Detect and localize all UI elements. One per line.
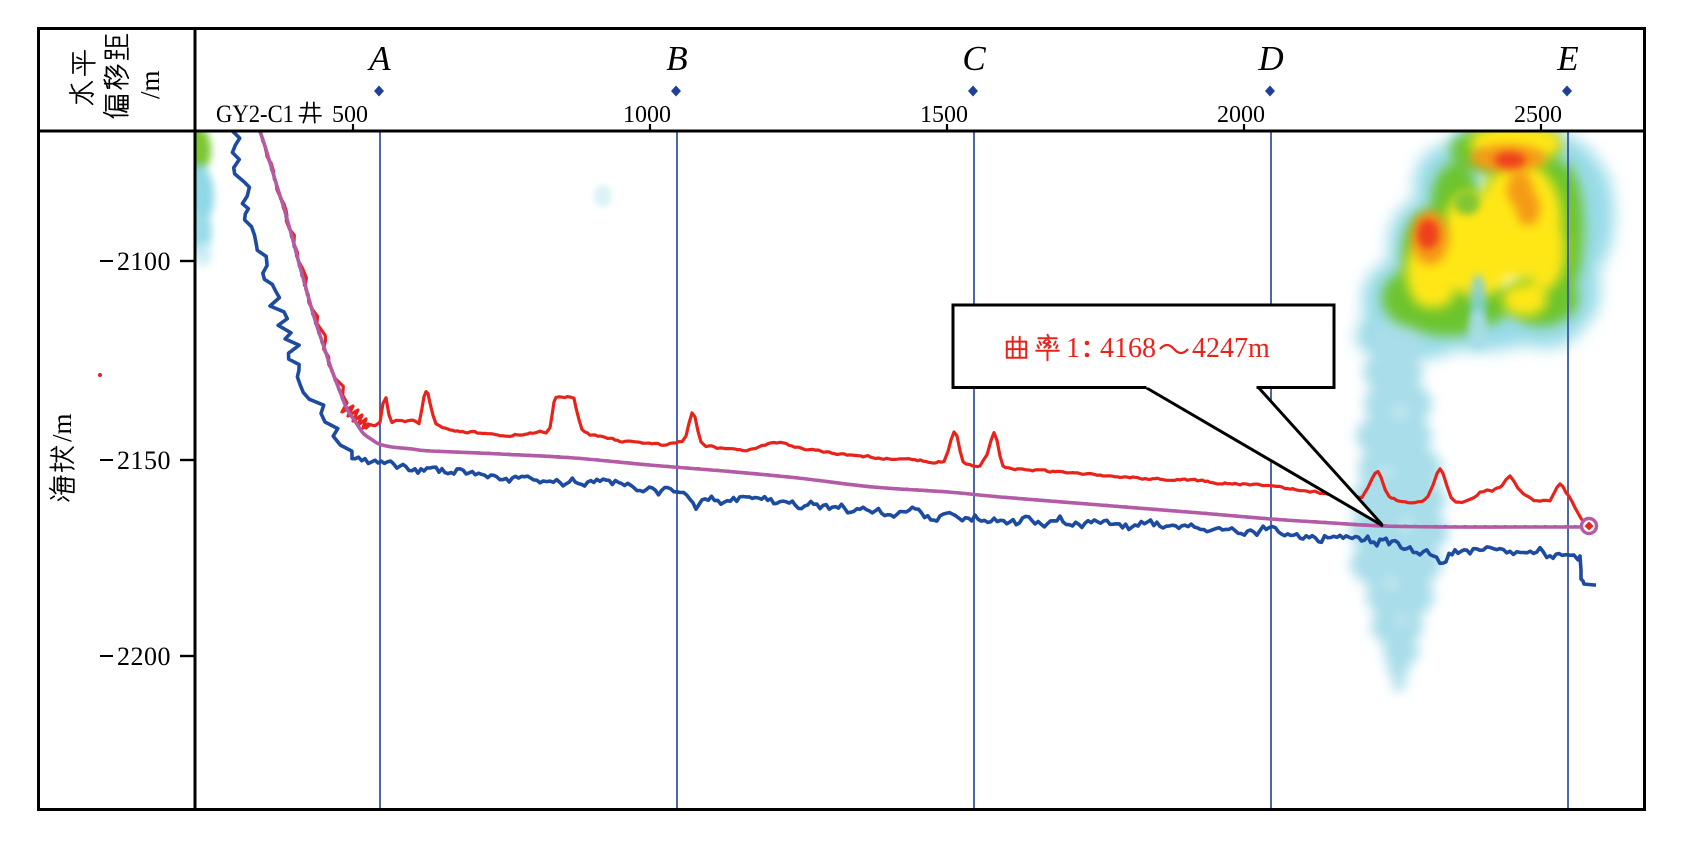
svg-text:D: D xyxy=(1257,39,1283,78)
svg-text:E: E xyxy=(1556,39,1578,78)
svg-text:/m: /m xyxy=(135,70,165,99)
svg-text:A: A xyxy=(367,39,391,78)
svg-text:B: B xyxy=(666,39,687,78)
svg-text:2200: 2200 xyxy=(117,642,171,671)
svg-text:GY2-C1: GY2-C1 xyxy=(216,101,294,128)
svg-text:2100: 2100 xyxy=(117,247,171,276)
svg-text:1: 1 xyxy=(1066,333,1080,364)
svg-text:2500: 2500 xyxy=(1514,102,1562,128)
svg-text:500: 500 xyxy=(332,102,368,128)
svg-text:2000: 2000 xyxy=(1217,102,1265,128)
svg-text:/m: /m xyxy=(47,413,77,442)
svg-text:4168: 4168 xyxy=(1100,333,1156,364)
svg-text:C: C xyxy=(962,39,986,78)
svg-text:4247m: 4247m xyxy=(1192,333,1270,364)
svg-text:2150: 2150 xyxy=(117,446,171,475)
svg-text:1000: 1000 xyxy=(623,102,671,128)
svg-text:1500: 1500 xyxy=(920,102,968,128)
